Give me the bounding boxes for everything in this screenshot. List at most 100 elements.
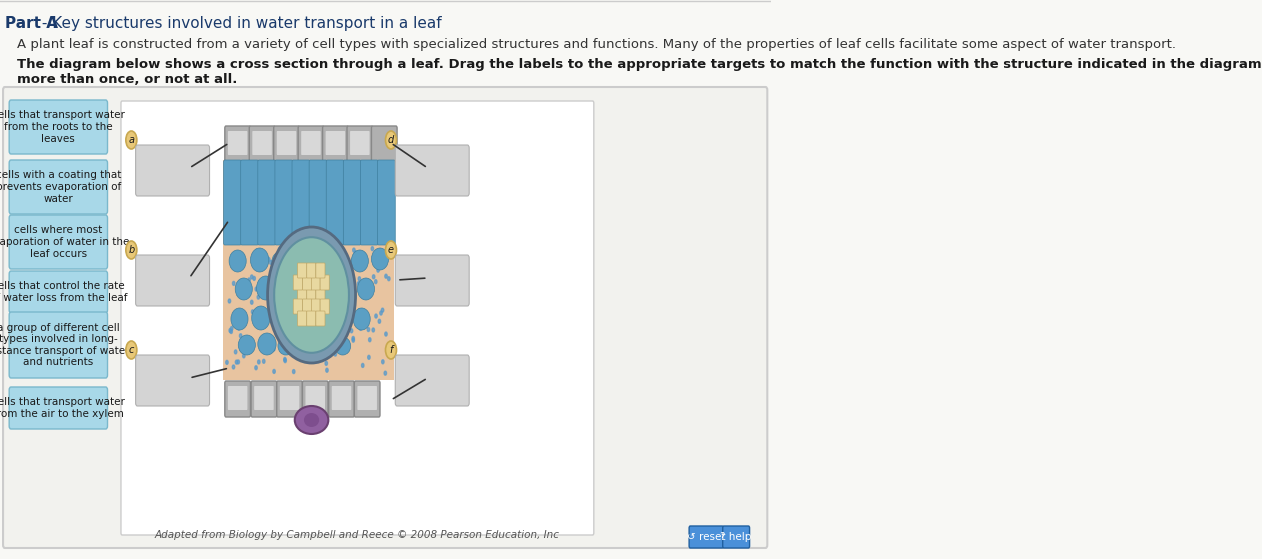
Circle shape <box>371 247 374 250</box>
Text: c: c <box>129 345 134 355</box>
Circle shape <box>237 360 240 364</box>
FancyBboxPatch shape <box>223 160 394 245</box>
Circle shape <box>240 334 242 338</box>
Ellipse shape <box>239 335 255 355</box>
FancyBboxPatch shape <box>328 381 355 417</box>
Ellipse shape <box>268 227 356 363</box>
FancyBboxPatch shape <box>395 145 469 196</box>
FancyBboxPatch shape <box>323 126 348 162</box>
Ellipse shape <box>313 306 332 330</box>
FancyBboxPatch shape <box>371 126 398 162</box>
Circle shape <box>314 330 317 334</box>
Circle shape <box>237 313 240 318</box>
Circle shape <box>251 300 252 304</box>
Circle shape <box>309 293 312 297</box>
Circle shape <box>252 276 255 281</box>
Circle shape <box>245 293 247 297</box>
Circle shape <box>342 289 343 293</box>
Circle shape <box>329 330 332 334</box>
Circle shape <box>235 360 237 364</box>
Circle shape <box>279 267 281 271</box>
Circle shape <box>273 369 275 373</box>
Circle shape <box>298 339 300 343</box>
Text: - Key structures involved in water transport in a leaf: - Key structures involved in water trans… <box>37 16 442 31</box>
Ellipse shape <box>337 280 353 300</box>
Ellipse shape <box>274 237 350 353</box>
Circle shape <box>385 241 396 259</box>
Circle shape <box>338 276 341 280</box>
Circle shape <box>303 267 305 271</box>
Circle shape <box>357 282 360 286</box>
Circle shape <box>126 341 136 359</box>
FancyBboxPatch shape <box>280 386 299 410</box>
Ellipse shape <box>357 278 375 300</box>
Circle shape <box>342 311 345 315</box>
Circle shape <box>352 338 355 342</box>
Circle shape <box>276 258 279 262</box>
Circle shape <box>361 363 363 367</box>
Circle shape <box>379 319 381 323</box>
Circle shape <box>310 269 313 274</box>
FancyBboxPatch shape <box>332 386 351 410</box>
Ellipse shape <box>298 278 316 300</box>
Ellipse shape <box>273 310 289 330</box>
FancyBboxPatch shape <box>252 131 271 155</box>
Text: The diagram below shows a cross section through a leaf. Drag the labels to the a: The diagram below shows a cross section … <box>18 58 1262 86</box>
Circle shape <box>232 281 235 286</box>
Circle shape <box>251 310 254 314</box>
FancyBboxPatch shape <box>303 275 312 290</box>
Circle shape <box>228 329 231 333</box>
FancyBboxPatch shape <box>347 126 372 162</box>
Circle shape <box>300 282 303 286</box>
Circle shape <box>297 292 299 296</box>
Circle shape <box>350 296 352 300</box>
FancyBboxPatch shape <box>293 299 303 314</box>
Circle shape <box>358 309 361 312</box>
Ellipse shape <box>318 276 336 300</box>
FancyBboxPatch shape <box>241 160 259 245</box>
Circle shape <box>235 350 237 354</box>
Text: cells that transport water
from the roots to the
leaves: cells that transport water from the root… <box>0 110 125 144</box>
FancyBboxPatch shape <box>135 145 209 196</box>
Ellipse shape <box>304 413 319 427</box>
FancyBboxPatch shape <box>223 160 241 245</box>
Circle shape <box>307 276 309 280</box>
Circle shape <box>326 361 327 366</box>
Circle shape <box>384 371 386 375</box>
Circle shape <box>342 334 345 338</box>
FancyBboxPatch shape <box>307 311 316 326</box>
Ellipse shape <box>293 308 310 330</box>
FancyBboxPatch shape <box>9 271 107 313</box>
Ellipse shape <box>333 310 348 330</box>
FancyBboxPatch shape <box>309 160 327 245</box>
Circle shape <box>375 314 377 318</box>
FancyBboxPatch shape <box>135 355 209 406</box>
Circle shape <box>255 287 257 291</box>
FancyBboxPatch shape <box>316 287 326 302</box>
Circle shape <box>276 323 279 327</box>
FancyBboxPatch shape <box>316 263 326 278</box>
Ellipse shape <box>292 250 309 272</box>
Ellipse shape <box>235 278 252 300</box>
Circle shape <box>256 249 257 253</box>
Circle shape <box>381 308 384 312</box>
Ellipse shape <box>278 280 294 300</box>
FancyBboxPatch shape <box>395 255 469 306</box>
Text: cells where most
evaporation of water in the
leaf occurs: cells where most evaporation of water in… <box>0 225 130 259</box>
FancyBboxPatch shape <box>9 100 107 154</box>
Circle shape <box>380 311 382 315</box>
Circle shape <box>241 343 244 347</box>
Circle shape <box>230 329 232 334</box>
Circle shape <box>284 357 286 362</box>
Circle shape <box>324 247 327 251</box>
FancyBboxPatch shape <box>321 299 329 314</box>
Circle shape <box>257 360 260 364</box>
Circle shape <box>275 331 278 335</box>
FancyBboxPatch shape <box>225 126 250 162</box>
Text: Adapted from Biology by Campbell and Reece © 2008 Pearson Education, Inc: Adapted from Biology by Campbell and Ree… <box>155 530 560 540</box>
Circle shape <box>285 284 288 288</box>
Ellipse shape <box>316 333 334 355</box>
FancyBboxPatch shape <box>293 275 303 290</box>
FancyBboxPatch shape <box>357 386 377 410</box>
Circle shape <box>245 316 247 320</box>
